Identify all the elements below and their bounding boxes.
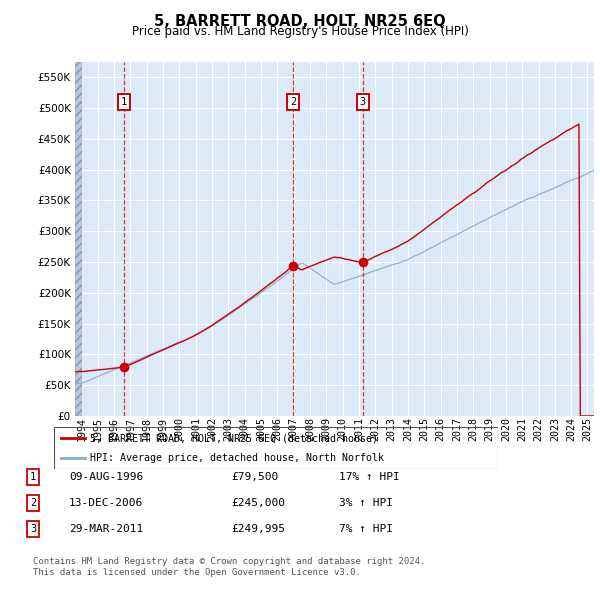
Text: 7% ↑ HPI: 7% ↑ HPI [339,524,393,533]
Text: 1: 1 [121,97,127,107]
Text: 3: 3 [30,524,36,533]
Text: 5, BARRETT ROAD, HOLT, NR25 6EQ: 5, BARRETT ROAD, HOLT, NR25 6EQ [154,14,446,28]
Text: 09-AUG-1996: 09-AUG-1996 [69,472,143,481]
Text: £249,995: £249,995 [231,524,285,533]
Text: 13-DEC-2006: 13-DEC-2006 [69,498,143,507]
Text: Contains HM Land Registry data © Crown copyright and database right 2024.: Contains HM Land Registry data © Crown c… [33,558,425,566]
Text: 3% ↑ HPI: 3% ↑ HPI [339,498,393,507]
Text: 3: 3 [360,97,366,107]
Text: £245,000: £245,000 [231,498,285,507]
Text: HPI: Average price, detached house, North Norfolk: HPI: Average price, detached house, Nort… [89,454,383,463]
Text: 17% ↑ HPI: 17% ↑ HPI [339,472,400,481]
Text: 2: 2 [290,97,296,107]
Text: 2: 2 [30,498,36,507]
Text: 1: 1 [30,472,36,481]
Text: This data is licensed under the Open Government Licence v3.0.: This data is licensed under the Open Gov… [33,568,361,577]
Text: £79,500: £79,500 [231,472,278,481]
Text: 29-MAR-2011: 29-MAR-2011 [69,524,143,533]
Text: Price paid vs. HM Land Registry's House Price Index (HPI): Price paid vs. HM Land Registry's House … [131,25,469,38]
Text: 5, BARRETT ROAD, HOLT, NR25 6EQ (detached house): 5, BARRETT ROAD, HOLT, NR25 6EQ (detache… [89,433,377,443]
